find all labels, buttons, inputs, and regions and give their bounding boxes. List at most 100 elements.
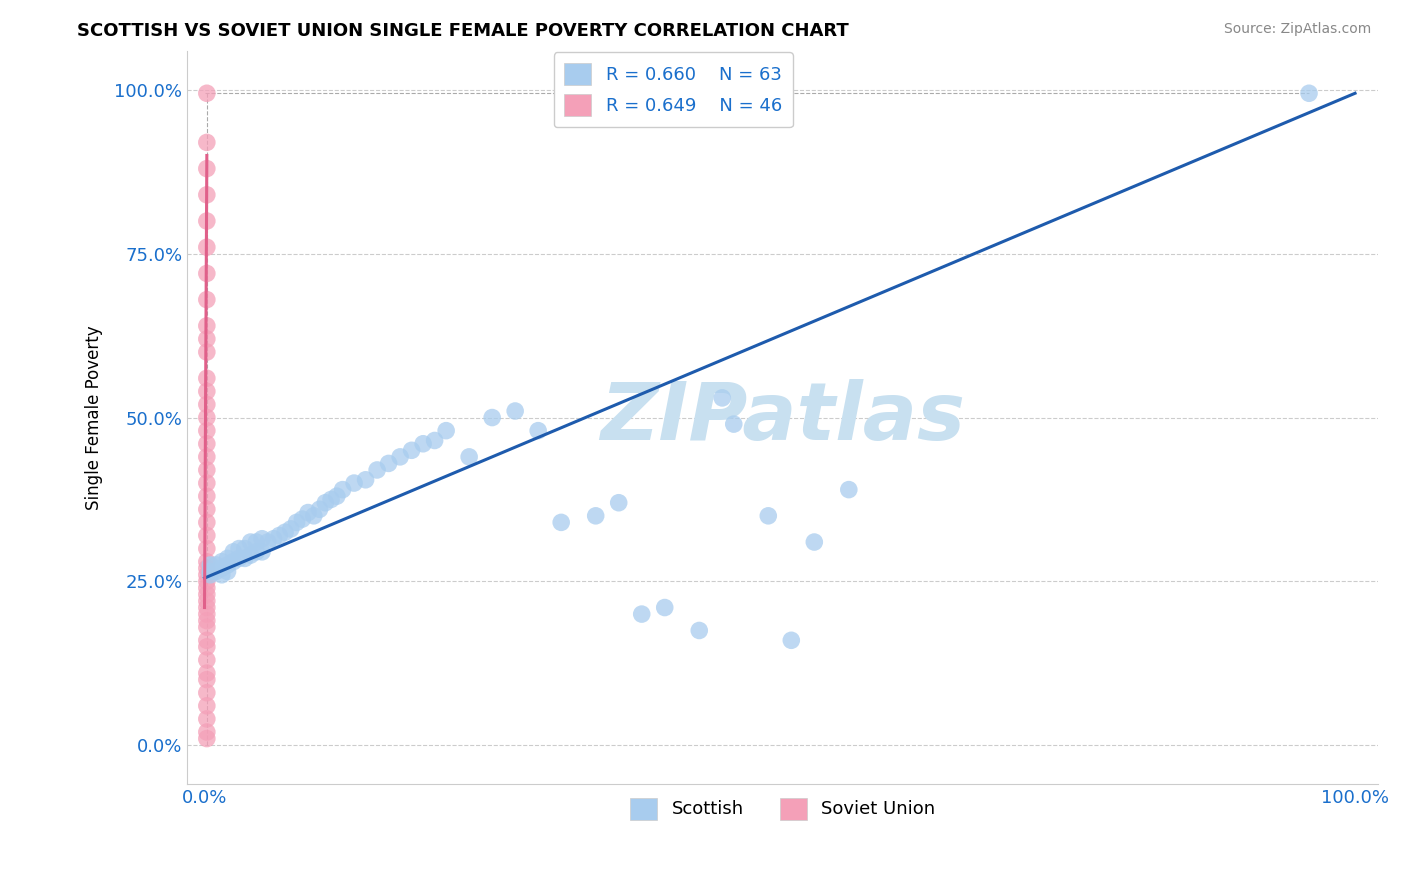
Point — [527, 424, 550, 438]
Point — [319, 492, 342, 507]
Point — [233, 551, 256, 566]
Text: Source: ZipAtlas.com: Source: ZipAtlas.com — [1223, 22, 1371, 37]
Point — [245, 535, 267, 549]
Point — [195, 640, 218, 654]
Point — [195, 384, 218, 399]
Point — [195, 136, 218, 150]
Point — [285, 516, 308, 530]
Point — [803, 535, 825, 549]
Point — [250, 545, 273, 559]
Point — [326, 489, 349, 503]
Point — [195, 450, 218, 464]
Point — [607, 496, 630, 510]
Point — [195, 424, 218, 438]
Point — [245, 545, 267, 559]
Point — [195, 214, 218, 228]
Point — [585, 508, 607, 523]
Point — [195, 567, 218, 582]
Point — [195, 673, 218, 687]
Point — [217, 558, 239, 572]
Point — [200, 565, 222, 579]
Point — [217, 565, 239, 579]
Point — [217, 551, 239, 566]
Point — [195, 594, 218, 608]
Point — [263, 532, 285, 546]
Point — [228, 551, 250, 566]
Point — [239, 535, 262, 549]
Point — [195, 489, 218, 503]
Point — [401, 443, 423, 458]
Point — [481, 410, 503, 425]
Point — [195, 666, 218, 681]
Point — [195, 633, 218, 648]
Point — [302, 508, 325, 523]
Point — [195, 600, 218, 615]
Text: ZIPatlas: ZIPatlas — [600, 378, 965, 457]
Point — [503, 404, 526, 418]
Point — [195, 436, 218, 450]
Point — [195, 463, 218, 477]
Point — [458, 450, 481, 464]
Point — [195, 698, 218, 713]
Point — [756, 508, 779, 523]
Point — [195, 528, 218, 542]
Point — [200, 567, 222, 582]
Point — [654, 600, 676, 615]
Point — [195, 187, 218, 202]
Point — [205, 558, 228, 572]
Point — [195, 87, 218, 101]
Point — [195, 267, 218, 281]
Point — [195, 555, 218, 569]
Point — [343, 476, 366, 491]
Point — [195, 712, 218, 726]
Point — [195, 725, 218, 739]
Point — [308, 502, 330, 516]
Point — [377, 457, 399, 471]
Point — [222, 545, 245, 559]
Point — [711, 391, 734, 405]
Point — [780, 633, 803, 648]
Point — [332, 483, 354, 497]
Point — [274, 525, 297, 540]
Text: SCOTTISH VS SOVIET UNION SINGLE FEMALE POVERTY CORRELATION CHART: SCOTTISH VS SOVIET UNION SINGLE FEMALE P… — [77, 22, 849, 40]
Point — [195, 541, 218, 556]
Point — [195, 410, 218, 425]
Point — [280, 522, 302, 536]
Legend: Scottish, Soviet Union: Scottish, Soviet Union — [623, 790, 942, 827]
Point — [412, 436, 434, 450]
Point — [211, 555, 233, 569]
Point — [195, 345, 218, 359]
Point — [195, 318, 218, 333]
Point — [688, 624, 710, 638]
Point — [195, 332, 218, 346]
Point — [195, 731, 218, 746]
Point — [195, 620, 218, 634]
Point — [269, 528, 291, 542]
Point — [354, 473, 377, 487]
Point — [195, 161, 218, 176]
Point — [314, 496, 336, 510]
Point — [228, 541, 250, 556]
Point — [389, 450, 412, 464]
Point — [195, 240, 218, 254]
Point — [1298, 87, 1320, 101]
Point — [723, 417, 745, 431]
Point — [195, 516, 218, 530]
Point — [630, 607, 652, 621]
Point — [423, 434, 446, 448]
Point — [195, 614, 218, 628]
Point — [838, 483, 860, 497]
Point — [195, 574, 218, 589]
Point — [195, 476, 218, 491]
Point — [195, 607, 218, 621]
Point — [195, 293, 218, 307]
Point — [200, 558, 222, 572]
Point — [195, 397, 218, 411]
Point — [195, 653, 218, 667]
Point — [297, 506, 319, 520]
Point — [291, 512, 314, 526]
Point — [195, 587, 218, 601]
Point — [550, 516, 572, 530]
Point — [211, 567, 233, 582]
Point — [250, 532, 273, 546]
